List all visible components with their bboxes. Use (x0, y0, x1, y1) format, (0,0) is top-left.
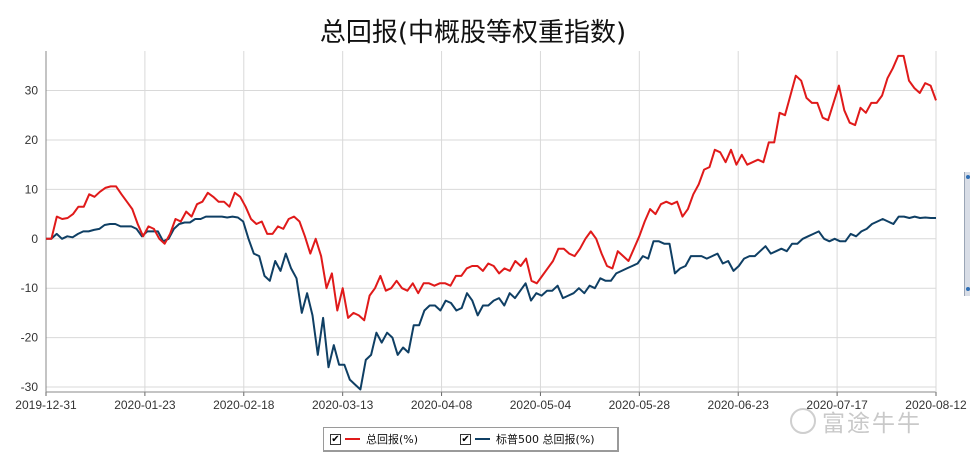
checkbox-total-return[interactable]: ✔ (330, 433, 341, 445)
checkbox-sp500[interactable]: ✔ (460, 433, 472, 445)
x-axis-ticks: 2019-12-31 2020-01-23 2020-02-18 2020-03-13… (15, 392, 967, 412)
scroll-dot-top-icon (966, 175, 970, 179)
chart-title: 总回报(中概股等权重指数) (319, 18, 627, 48)
x-tick-label: 2020-08-12 (905, 398, 967, 412)
x-tick-label: 2020-03-13 (312, 398, 374, 412)
legend-swatch-red (345, 438, 360, 440)
axes (45, 51, 937, 393)
watermark: 富途牛牛 (790, 404, 922, 438)
y-tick-label: 10 (25, 182, 39, 196)
watermark-text: 富途牛牛 (822, 411, 922, 437)
y-tick-label: -30 (21, 380, 39, 394)
x-tick-label: 2020-06-23 (708, 398, 770, 412)
legend-swatch-blue (475, 438, 491, 440)
y-tick-label: 20 (25, 133, 39, 147)
x-tick-label: 2019-12-31 (15, 398, 77, 412)
y-tick-label: -20 (21, 331, 39, 345)
y-tick-label: 30 (25, 84, 39, 98)
series-line-total-return (46, 54, 937, 322)
futu-logo-icon (790, 408, 816, 434)
scroll-dot-bottom-icon (966, 287, 970, 291)
legend-item-sp500[interactable]: ✔ 标普500 总回报(%) (460, 431, 595, 447)
x-tick-label: 2020-01-23 (114, 398, 176, 412)
legend-item-total-return[interactable]: ✔ 总回报(%) (330, 431, 418, 447)
legend-label-total-return: 总回报(%) (366, 433, 419, 446)
series-line-sp500 (46, 215, 936, 391)
x-tick-label: 2020-05-04 (510, 398, 572, 412)
y-axis-ticks: 30 20 10 0 -10 -20 -30 (21, 84, 39, 395)
x-tick-label: 2020-05-28 (609, 398, 671, 412)
legend-label-sp500: 标普500 总回报(%) (496, 433, 595, 446)
x-tick-label: 2020-02-18 (213, 398, 275, 412)
legend: ✔ 总回报(%) ✔ 标普500 总回报(%) (323, 427, 619, 452)
y-tick-label: 0 (31, 232, 38, 246)
x-tick-label: 2020-04-08 (411, 398, 473, 412)
y-tick-label: -10 (21, 281, 39, 295)
series-lines (46, 54, 937, 391)
x-tick-label: 2020-07-17 (806, 398, 868, 412)
chart-scroll-handle[interactable] (964, 172, 970, 296)
